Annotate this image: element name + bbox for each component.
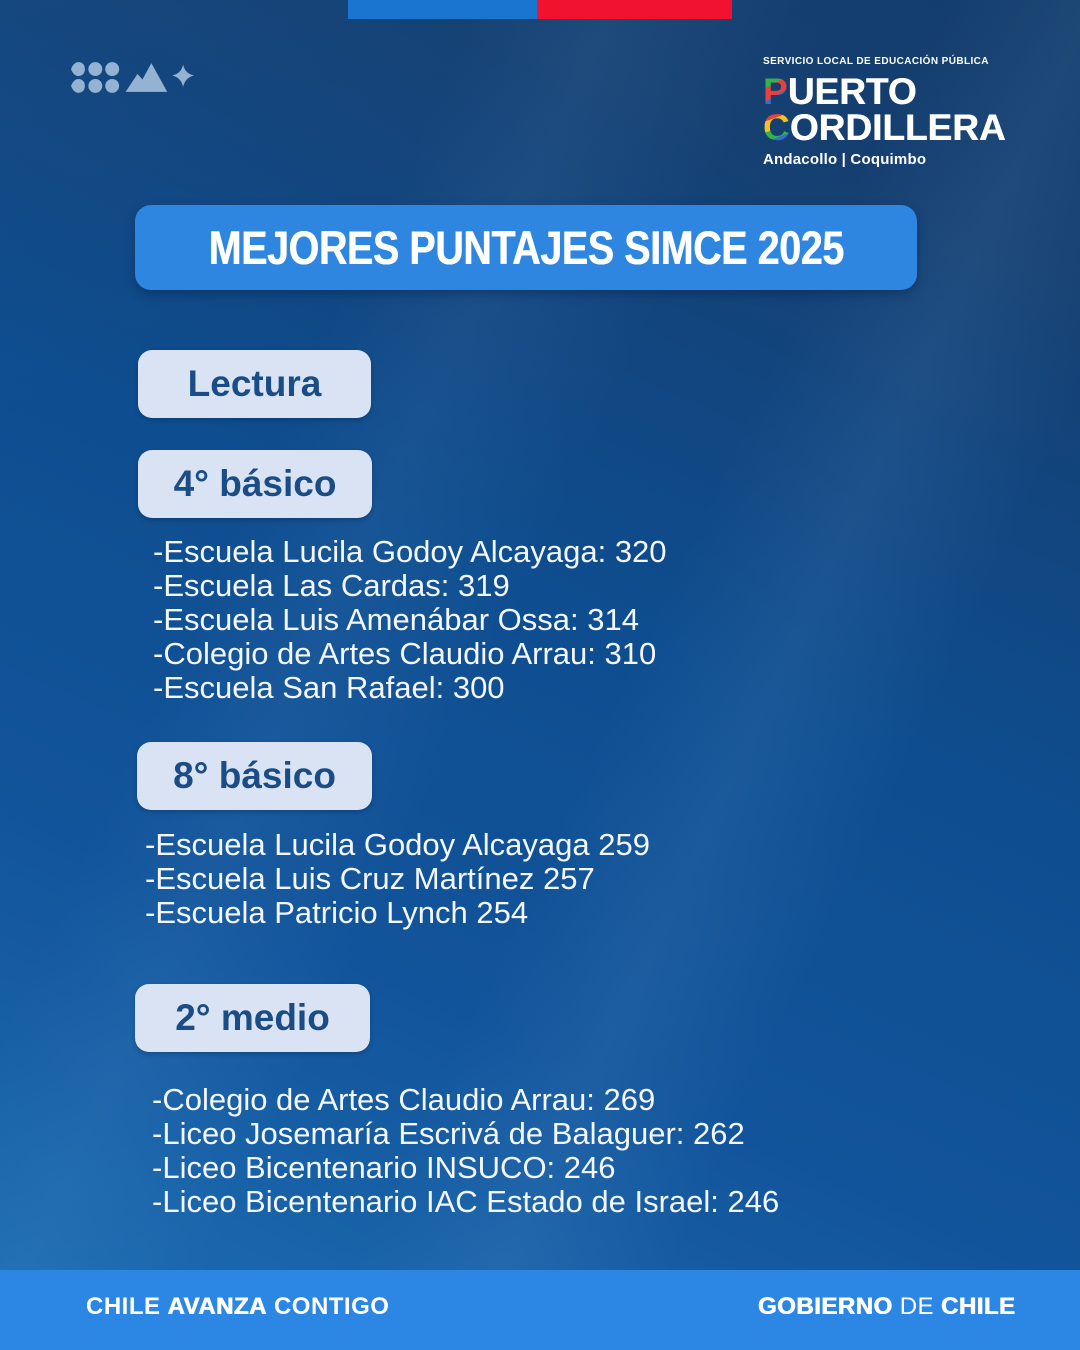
brand-name-line2: CORDILLERA	[763, 107, 1006, 148]
footer-slogan-word: AVANZA	[167, 1293, 267, 1320]
list-item: -Escuela Luis Cruz Martínez 257	[145, 861, 595, 896]
dots-grid-icon	[71, 62, 120, 93]
brand-name-line1: PUERTO	[763, 71, 1006, 112]
footer-government: GOBIERNO DE CHILE	[758, 1270, 1023, 1344]
footer-government-word: CHILE	[941, 1293, 1016, 1320]
sparkle-icon	[172, 64, 195, 87]
brand-location: Andacollo | Coquimbo	[763, 151, 927, 168]
footer-bar: CHILE AVANZA CONTIGO GOBIERNO	[0, 1270, 1080, 1350]
list-item: -Escuela Luis Amenábar Ossa: 314	[153, 602, 639, 637]
list-item: -Colegio de Artes Claudio Arrau: 269	[152, 1082, 656, 1117]
school-list-8-basico: -Escuela Lucila Godoy Alcayaga 259 -Escu…	[145, 828, 650, 930]
school-list-2-medio: -Colegio de Artes Claudio Arrau: 269 -Li…	[152, 1083, 779, 1219]
brand-initial-p: P	[763, 71, 788, 112]
title-banner: MEJORES PUNTAJES SIMCE 2025	[135, 205, 917, 290]
flag-stripe-red	[537, 0, 732, 19]
grade-chip-8-basico: 8° básico	[137, 742, 372, 810]
footer-slogan: CHILE AVANZA CONTIGO	[86, 1270, 396, 1344]
grade-chip-label: 4° básico	[173, 463, 337, 504]
flag-stripe-blue	[348, 0, 537, 19]
page-title: MEJORES PUNTAJES SIMCE 2025	[208, 221, 844, 274]
footer-government-word: DE	[899, 1293, 935, 1320]
brand-name-line2-rest: ORDILLERA	[789, 107, 1006, 148]
list-item: -Escuela San Rafael: 300	[153, 670, 505, 705]
slep-logo-mark	[71, 62, 195, 93]
footer-slogan-word: CHILE	[86, 1293, 161, 1320]
grade-chip-4-basico: 4° básico	[138, 450, 372, 518]
grade-chip-label: 8° básico	[173, 755, 336, 796]
brand-initial-c: C	[763, 107, 790, 148]
subject-chip-lectura: Lectura	[138, 350, 371, 418]
list-item: -Liceo Bicentenario INSUCO: 246	[152, 1150, 616, 1185]
list-item: -Escuela Lucila Godoy Alcayaga: 320	[153, 534, 667, 569]
list-item: -Escuela Patricio Lynch 254	[145, 895, 529, 930]
list-item: -Colegio de Artes Claudio Arrau: 310	[153, 636, 657, 671]
grade-chip-label: 2° medio	[175, 997, 330, 1038]
grade-chip-2-medio: 2° medio	[135, 984, 370, 1052]
subject-chip-label: Lectura	[187, 363, 322, 404]
list-item: -Liceo Josemaría Escrivá de Balaguer: 26…	[152, 1116, 745, 1151]
mountains-icon	[125, 63, 168, 92]
brand-name-line1-rest: UERTO	[787, 71, 917, 112]
list-item: -Escuela Lucila Godoy Alcayaga 259	[145, 827, 650, 862]
school-list-4-basico: -Escuela Lucila Godoy Alcayaga: 320 -Esc…	[153, 535, 667, 705]
footer-slogan-word: CONTIGO	[273, 1293, 390, 1320]
brand-block: SERVICIO LOCAL DE EDUCACIÓN PÚBLICA PUER…	[763, 56, 1006, 168]
brand-tagline: SERVICIO LOCAL DE EDUCACIÓN PÚBLICA	[763, 56, 989, 67]
list-item: -Escuela Las Cardas: 319	[153, 568, 510, 603]
list-item: -Liceo Bicentenario IAC Estado de Israel…	[152, 1184, 780, 1219]
footer-government-word: GOBIERNO	[758, 1293, 893, 1320]
